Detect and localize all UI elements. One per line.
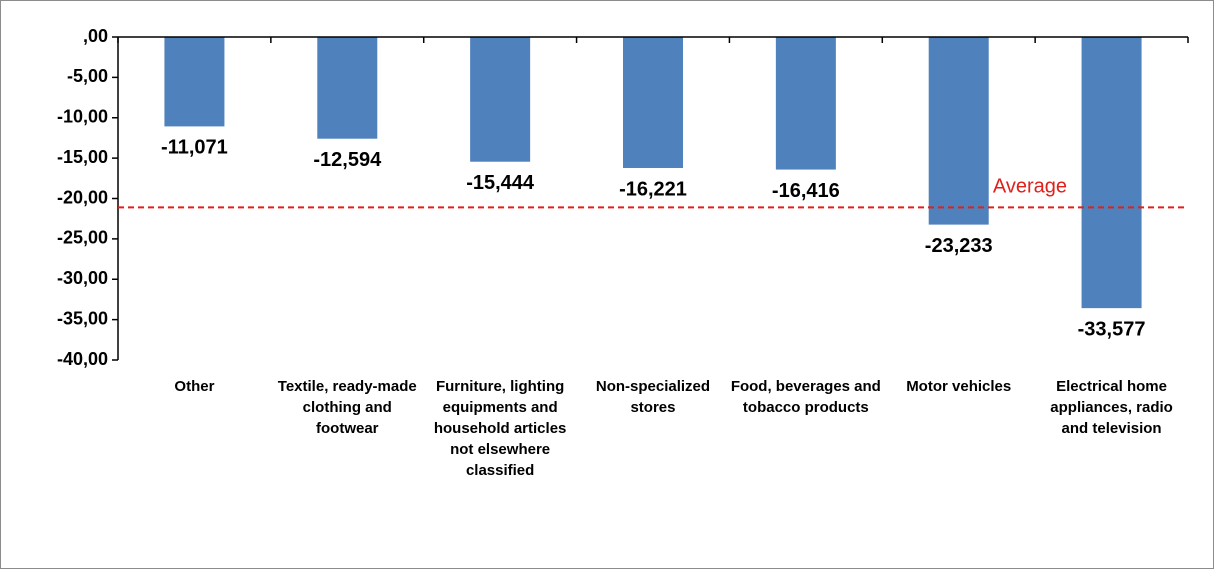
- x-tick-label-box: Furniture, lighting equipments and house…: [433, 378, 567, 479]
- data-label: -16,416: [772, 180, 840, 202]
- data-label: -16,221: [619, 178, 687, 200]
- data-label: -33,577: [1078, 318, 1146, 340]
- bar: [317, 37, 378, 139]
- data-label: -23,233: [925, 235, 993, 257]
- x-tick-label: Other: [174, 378, 215, 395]
- bar: [164, 37, 225, 127]
- x-tick-label-box: Motor vehicles: [906, 378, 1012, 395]
- y-tick-label: -10,00: [57, 107, 108, 127]
- y-tick-label: -35,00: [57, 308, 108, 328]
- x-tick-label-box: Food, beverages and tobacco products: [730, 378, 881, 416]
- data-label: -11,071: [161, 137, 228, 159]
- x-tick-label: Furniture, lighting equipments and house…: [433, 378, 567, 479]
- x-tick-label: Motor vehicles: [906, 378, 1012, 395]
- x-tick-label-box: Other: [174, 378, 215, 395]
- x-tick-label: Electrical home appliances, radio and te…: [1050, 378, 1173, 437]
- x-tick-label-box: Electrical home appliances, radio and te…: [1050, 378, 1173, 437]
- y-tick-label: -15,00: [57, 147, 108, 167]
- bar: [623, 37, 683, 168]
- x-tick-label-box: Textile, ready-made clothing and footwea…: [277, 378, 417, 437]
- x-tick-label: Food, beverages and tobacco products: [730, 378, 881, 416]
- y-tick-label: -40,00: [57, 349, 108, 369]
- y-tick-label: -30,00: [57, 268, 108, 288]
- y-tick-label: -25,00: [57, 228, 108, 248]
- x-tick-label: Textile, ready-made clothing and footwea…: [277, 378, 417, 437]
- y-tick-label: -5,00: [67, 66, 108, 86]
- x-tick-label: Non-specialized stores: [595, 378, 711, 416]
- bar: [1081, 37, 1142, 309]
- bar: [775, 37, 836, 170]
- y-tick-label: ,00: [83, 26, 108, 46]
- data-label: -15,444: [466, 172, 535, 194]
- bar: [470, 37, 531, 162]
- bar: [928, 37, 989, 225]
- y-tick-label: -20,00: [57, 187, 108, 207]
- x-tick-label-box: Non-specialized stores: [595, 378, 711, 416]
- data-label: -12,594: [313, 149, 382, 171]
- average-label: Average: [993, 176, 1067, 198]
